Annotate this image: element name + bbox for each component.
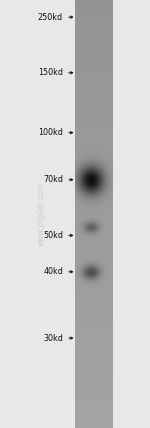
Text: 40kd: 40kd bbox=[43, 267, 63, 276]
Text: www.ptglab.com: www.ptglab.com bbox=[36, 182, 45, 246]
Text: 70kd: 70kd bbox=[43, 175, 63, 184]
Text: 30kd: 30kd bbox=[43, 333, 63, 343]
Text: 250kd: 250kd bbox=[38, 12, 63, 22]
Text: 50kd: 50kd bbox=[43, 231, 63, 240]
Text: 150kd: 150kd bbox=[38, 68, 63, 77]
Text: 100kd: 100kd bbox=[38, 128, 63, 137]
